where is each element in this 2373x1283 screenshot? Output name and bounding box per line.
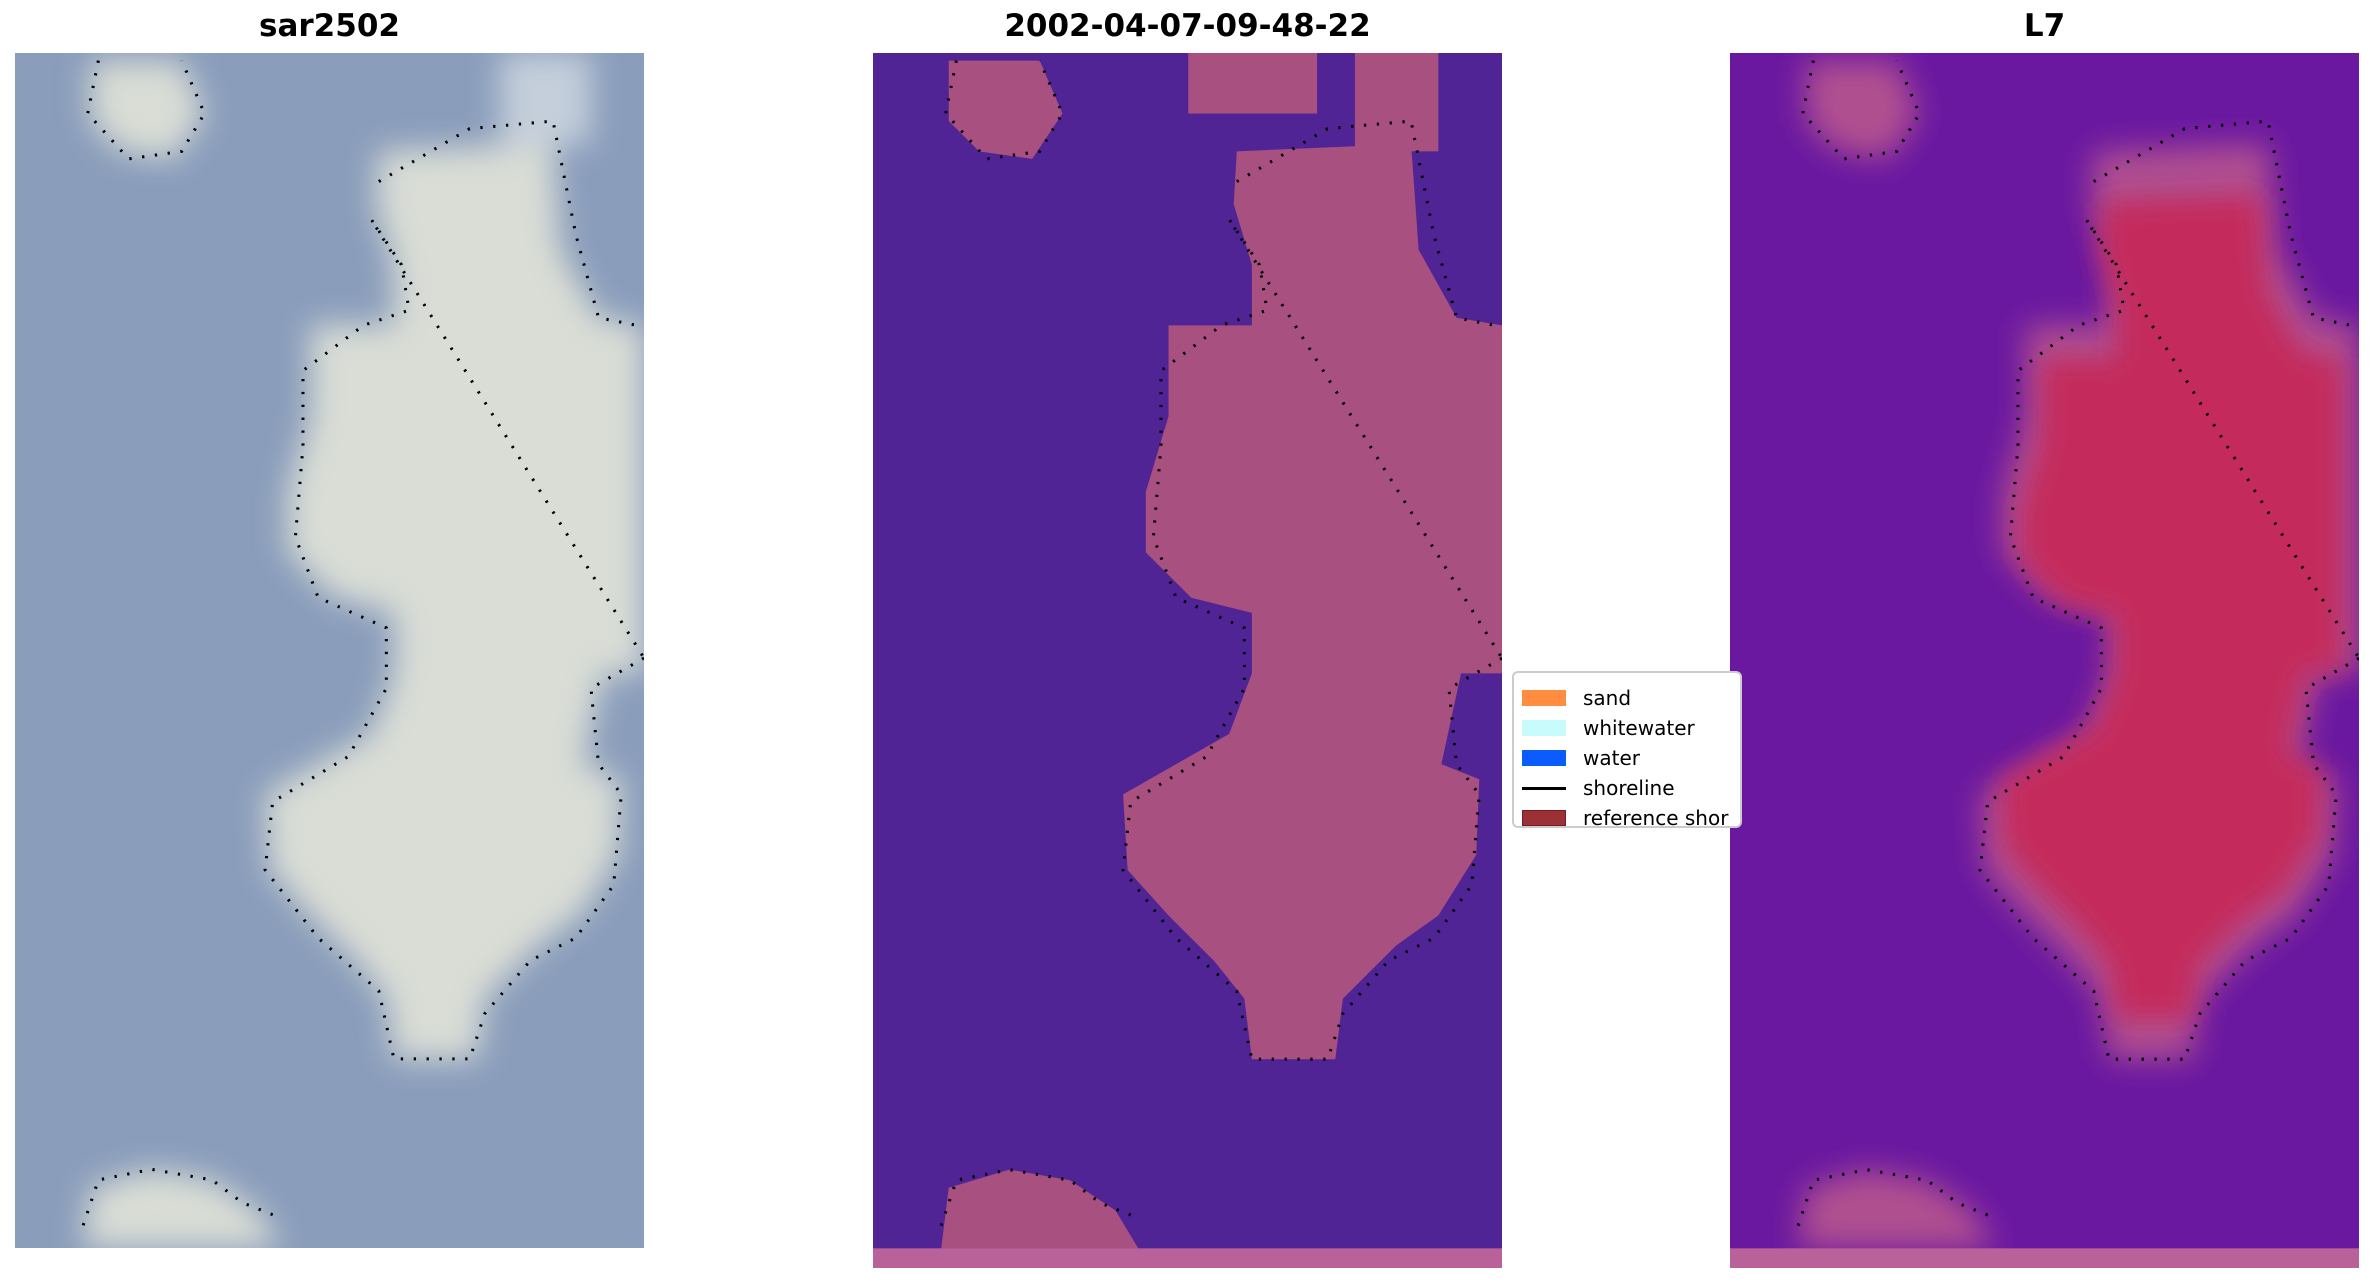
- legend-label: whitewater: [1583, 716, 1695, 740]
- legend-item-reference-shoreline: reference shor: [1522, 805, 1729, 828]
- sand-swatch: [1522, 690, 1566, 706]
- legend-item-water: water: [1522, 745, 1640, 771]
- reference-shoreline-swatch: [1522, 810, 1566, 826]
- legend-label: shoreline: [1583, 776, 1675, 800]
- shoreline-swatch: [1522, 786, 1566, 790]
- legend-item-whitewater: whitewater: [1522, 715, 1695, 741]
- water-swatch: [1522, 750, 1566, 766]
- panel-title-index: L7: [2023, 8, 2066, 44]
- legend: sand whitewater water shoreline referenc…: [1512, 671, 1742, 828]
- legend-label: reference shor: [1583, 806, 1729, 828]
- land-class: [941, 53, 1502, 1249]
- rgb-image-panel: [15, 53, 644, 1248]
- legend-item-sand: sand: [1522, 685, 1631, 711]
- classification-panel: [873, 53, 1502, 1268]
- legend-label: water: [1583, 746, 1640, 770]
- whitewater-swatch: [1522, 720, 1566, 736]
- panel-title-rgb: sar2502: [259, 8, 400, 44]
- legend-label: sand: [1583, 686, 1632, 710]
- index-panel: [1730, 53, 2359, 1268]
- panel-title-classification: 2002-04-07-09-48-22: [1004, 8, 1371, 44]
- legend-item-shoreline: shoreline: [1522, 775, 1675, 801]
